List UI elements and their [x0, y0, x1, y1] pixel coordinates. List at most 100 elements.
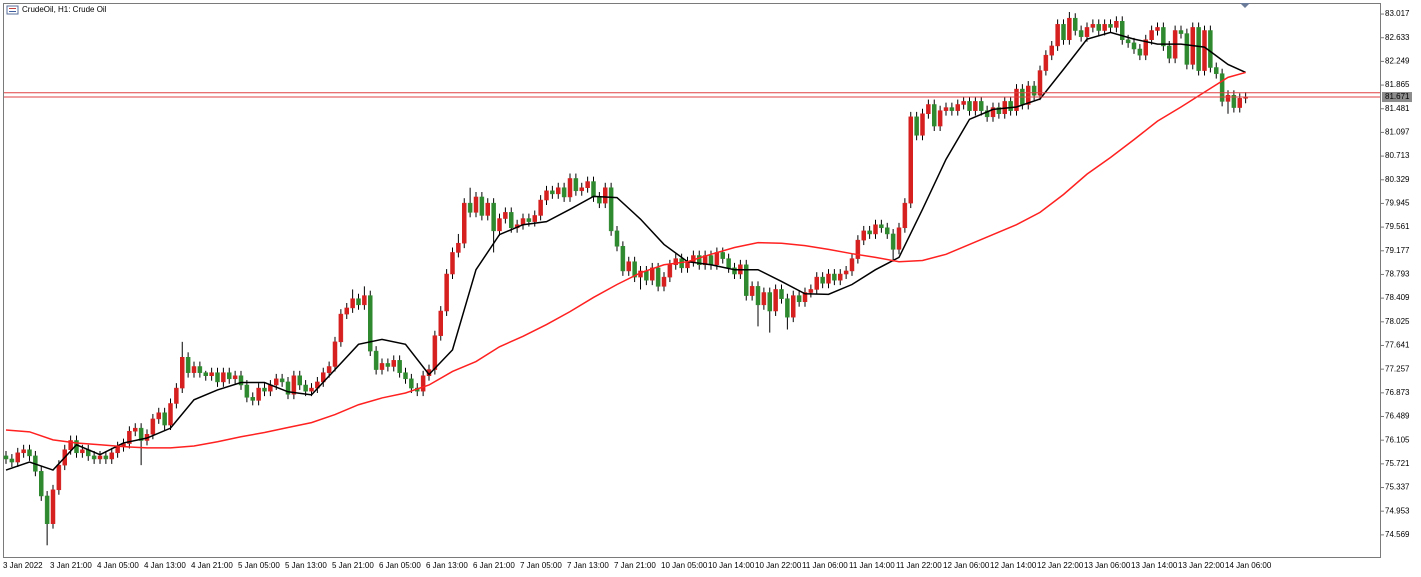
candle-body — [197, 366, 203, 373]
candle-body — [379, 363, 385, 370]
y-tick-label: 77.257 — [1385, 364, 1410, 373]
y-tick-label: 83.017 — [1385, 9, 1410, 18]
candle-body — [1090, 24, 1096, 28]
candle-body — [826, 273, 831, 284]
candle-body — [191, 366, 197, 373]
candle-body — [908, 116, 913, 204]
candle-body — [68, 440, 73, 450]
candle-body — [338, 313, 344, 343]
candle-body — [56, 464, 62, 491]
candle-body — [644, 270, 649, 281]
candle-body — [9, 458, 15, 463]
candle-body — [203, 372, 208, 376]
candle-body — [150, 418, 156, 435]
candle-body — [561, 187, 567, 198]
candle-body — [362, 295, 367, 306]
candle-body — [21, 449, 26, 454]
candle-body — [914, 116, 919, 136]
candle-body — [1114, 21, 1119, 28]
candle-body — [1037, 70, 1043, 96]
candle-body — [350, 298, 355, 309]
candle-body — [820, 276, 825, 284]
candle-body — [420, 375, 426, 392]
candle-body — [403, 372, 408, 380]
candle-body — [1225, 94, 1231, 102]
candle-body — [485, 202, 490, 216]
candle-body — [168, 403, 173, 426]
candle-body — [262, 387, 267, 392]
candle-body — [920, 113, 925, 136]
candle-body — [744, 264, 749, 296]
candle-body — [409, 378, 414, 389]
candle-body — [603, 187, 608, 204]
y-tick-label: 74.953 — [1385, 506, 1410, 515]
candle-body — [238, 375, 244, 386]
candle-body — [1149, 30, 1154, 41]
x-tick-label: 14 Jan 06:00 — [1225, 561, 1272, 570]
x-tick-label: 7 Jan 13:00 — [567, 561, 609, 570]
x-tick-label: 12 Jan 06:00 — [943, 561, 990, 570]
candle-body — [873, 224, 878, 235]
x-tick-label: 6 Jan 05:00 — [379, 561, 421, 570]
x-tick-label: 5 Jan 13:00 — [285, 561, 327, 570]
candle-body — [697, 255, 702, 266]
candle-body — [943, 107, 949, 111]
candle-body — [955, 104, 960, 111]
candle-body — [250, 397, 255, 401]
candle-body — [1049, 45, 1054, 56]
candle-body — [1073, 17, 1078, 31]
candle-body — [814, 276, 819, 290]
candle-body — [227, 372, 232, 380]
candle-body — [1108, 24, 1113, 28]
candle-body — [44, 495, 50, 524]
y-tick-label: 77.641 — [1385, 341, 1410, 350]
candle-body — [550, 190, 555, 195]
candle-body — [356, 298, 361, 306]
candle-body — [1031, 85, 1037, 96]
candle-body — [526, 218, 532, 222]
candle-body — [1184, 33, 1190, 65]
candle-body — [50, 489, 56, 524]
candle-body — [937, 110, 943, 127]
candle-body — [890, 233, 896, 250]
candle-body — [591, 181, 596, 198]
candle-body — [138, 427, 144, 441]
shift-marker — [1240, 3, 1250, 8]
candle-body — [843, 270, 849, 275]
x-tick-label: 13 Jan 06:00 — [1084, 561, 1131, 570]
candle-body — [1096, 24, 1101, 31]
candle-body — [1214, 67, 1219, 74]
candle-body — [720, 252, 725, 259]
candle-body — [861, 230, 866, 241]
x-tick-label: 7 Jan 21:00 — [614, 561, 656, 570]
candle-body — [344, 307, 349, 315]
candle-body — [761, 292, 767, 306]
candle-body — [373, 350, 379, 370]
candle-body — [567, 178, 573, 198]
candle-body — [1167, 45, 1172, 59]
candle-body — [661, 276, 667, 287]
candle-body — [244, 384, 250, 398]
candle-body — [162, 412, 167, 426]
candle-body — [879, 224, 884, 229]
candle-body — [279, 378, 285, 383]
candle-body — [650, 267, 655, 281]
candle-body — [808, 289, 814, 293]
candle-body — [1237, 98, 1242, 108]
x-tick-label: 10 Jan 05:00 — [661, 561, 708, 570]
candle-body — [438, 310, 443, 336]
x-tick-label: 10 Jan 22:00 — [755, 561, 802, 570]
candle-body — [221, 372, 226, 383]
candle-body — [620, 246, 626, 272]
candle-body — [326, 366, 332, 373]
candle-body — [127, 430, 132, 444]
candle-body — [91, 455, 97, 460]
x-tick-label: 11 Jan 14:00 — [849, 561, 895, 570]
y-tick-label: 79.945 — [1385, 199, 1410, 208]
bid-label: 81.671 — [1385, 92, 1410, 101]
candle-body — [174, 387, 179, 404]
candle-body — [473, 196, 479, 213]
candle-body — [1102, 24, 1107, 31]
candle-body — [990, 107, 996, 118]
